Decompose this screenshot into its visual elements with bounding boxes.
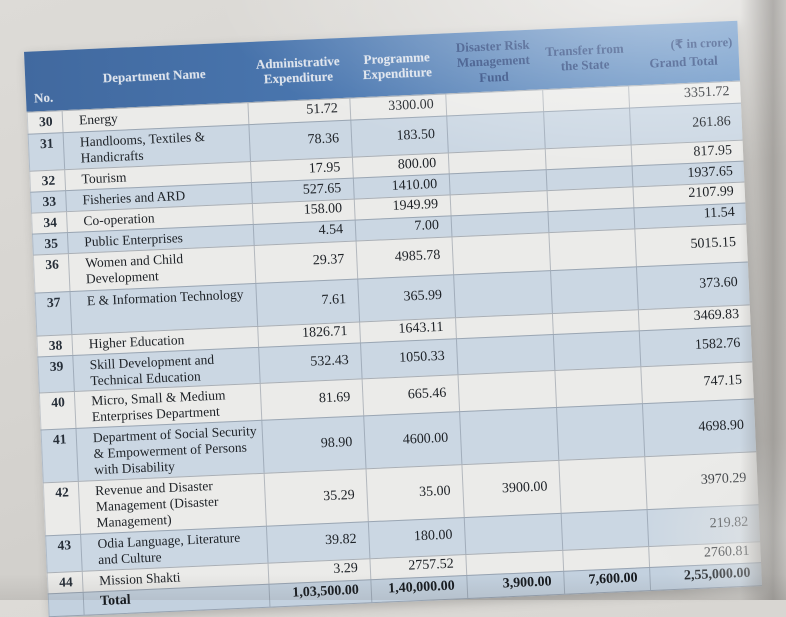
cell-admin: 51.72 (248, 98, 352, 125)
cell-no: 44 (46, 571, 84, 593)
cell-prog: 4985.78 (356, 236, 455, 279)
cell-no: 32 (29, 170, 67, 192)
cell-grand: 747.15 (703, 372, 743, 390)
cell-transfer (545, 145, 633, 170)
cell-no (47, 592, 85, 616)
cell-prog: 4600.00 (364, 412, 463, 469)
header-cell-programme-expenditure: Programme Expenditure (362, 48, 433, 83)
cell-prog: 1050.33 (361, 338, 459, 379)
cell-prog: 3300.00 (350, 94, 448, 120)
cell-grand: 219.82 (709, 515, 749, 532)
cell-admin: 39.82 (266, 522, 371, 563)
cell-drmf (452, 232, 552, 274)
cell-grand: 5015.15 (690, 234, 737, 252)
cell-dept: Revenue and Disaster Management (Disaste… (78, 473, 267, 534)
header-cell-transfer-from-state: Transfer from the State (544, 40, 624, 74)
grand-total-label: Grand Total (649, 52, 718, 71)
budget-table: No. Department Name Administrative Expen… (24, 20, 762, 617)
cell-grand: 1582.76 (694, 336, 741, 354)
header-cell-administrative-expenditure: Administrative Expenditure (255, 52, 340, 87)
cell-prog: 7.00 (355, 216, 453, 241)
cell-transfer (563, 546, 651, 571)
cell-transfer (549, 228, 637, 270)
cell-admin: 1,03,500.00 (269, 579, 373, 607)
cell-admin: 81.69 (260, 379, 365, 421)
cell-prog: 2757.52 (370, 554, 468, 579)
cell-transfer (555, 367, 643, 408)
cell-prog: 180.00 (368, 517, 467, 558)
cell-prog: 365.99 (358, 274, 456, 322)
cell-transfer (543, 86, 631, 112)
cell-admin: 532.43 (259, 343, 363, 384)
cell-transfer (546, 166, 634, 190)
cell-drmf (447, 112, 546, 153)
cell-no: 42 (42, 481, 82, 536)
cell-transfer (544, 108, 632, 149)
cell-drmf (458, 371, 558, 412)
cell-grand: 2,55,000.00 (683, 565, 751, 584)
cell-grand: 4698.90 (698, 417, 745, 435)
cell-transfer (561, 509, 650, 550)
cell-admin: 78.36 (249, 120, 353, 161)
cell-no: 33 (30, 190, 67, 213)
cell-drmf (464, 513, 564, 554)
cell-no: 40 (38, 392, 77, 430)
header-cell-no: No. (33, 89, 54, 106)
cell-prog: 800.00 (352, 153, 450, 178)
cell-transfer (548, 208, 636, 232)
cell-no: 43 (45, 534, 83, 573)
cell-drmf: 3900.00 (462, 460, 562, 517)
cell-no: 34 (31, 211, 68, 234)
cell-grand: 3970.29 (700, 470, 747, 488)
cell-drmf: 3,900.00 (467, 571, 566, 598)
cell-dept: E & Information Technology (70, 283, 259, 334)
cell-prog: 35.00 (366, 465, 465, 522)
cell-no: 31 (27, 133, 66, 171)
cell-admin: 29.37 (254, 241, 359, 283)
cell-prog: 665.46 (362, 375, 461, 416)
cell-drmf (449, 169, 548, 195)
header-cell-disaster-risk-fund: Disaster Risk Management Fund (455, 36, 531, 85)
cell-transfer: 7,600.00 (564, 567, 652, 594)
table-body: 30 Energy 51.72 3300.00 3351.72 31 Handlooms, … (26, 80, 761, 593)
header-cell-department: Department Name (102, 66, 206, 86)
cell-transfer (557, 404, 646, 460)
cell-transfer (559, 457, 648, 513)
cell-admin: 7.61 (256, 279, 361, 326)
cell-transfer (553, 330, 642, 371)
cell-grand: 261.86 (691, 113, 732, 131)
cell-drmf (456, 313, 554, 338)
cell-no: 39 (37, 355, 75, 393)
cell-no: 38 (36, 334, 74, 357)
cell-drmf (446, 90, 545, 116)
cell-prog: 1643.11 (360, 317, 457, 343)
cell-no: 30 (26, 111, 64, 134)
cell-prog: 183.50 (351, 116, 449, 157)
cell-prog: 1,40,000.00 (371, 575, 469, 602)
cell-drmf (454, 270, 553, 317)
cell-no: 35 (31, 232, 69, 255)
cell-grand: 373.60 (698, 275, 739, 292)
header-cell-grand-total: (₹ in crore) Grand Total (626, 21, 740, 86)
cell-prog: 1949.99 (354, 195, 452, 220)
cell-dept: Department of Social Security & Empowerm… (76, 421, 265, 481)
cell-prog: 1410.00 (353, 174, 451, 199)
cell-transfer (551, 266, 639, 313)
cell-no: 41 (40, 429, 79, 483)
cell-drmf (448, 149, 547, 174)
cell-no: 37 (34, 291, 73, 336)
cell-transfer (547, 187, 635, 211)
cell-admin: 35.29 (264, 469, 369, 526)
cell-drmf (460, 408, 560, 465)
cell-admin: 98.90 (262, 416, 367, 473)
cell-no: 36 (32, 253, 71, 293)
cell-transfer (552, 309, 640, 334)
cell-drmf (456, 334, 556, 375)
